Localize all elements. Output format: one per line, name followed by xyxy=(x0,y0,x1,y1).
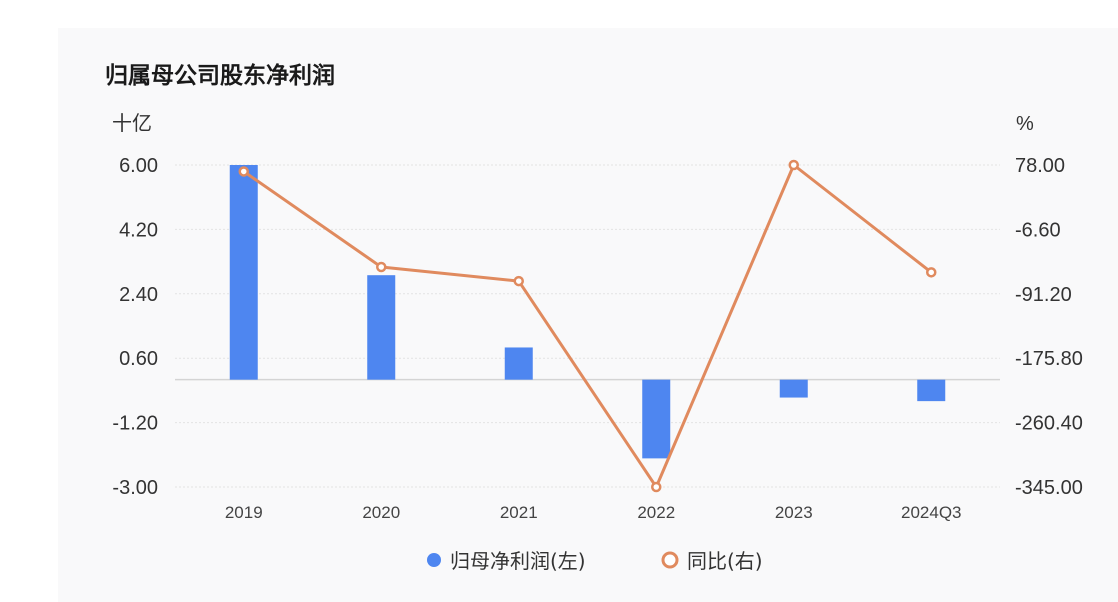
yoy-point-2019 xyxy=(238,166,249,177)
x-tick-label: 2020 xyxy=(362,503,400,522)
left-tick-label: 0.60 xyxy=(119,348,158,370)
legend-bar-label: 归母净利润(左) xyxy=(450,549,586,573)
right-tick-label: -91.20 xyxy=(1015,284,1072,306)
yoy-point-2021 xyxy=(513,275,524,287)
left-tick-label: -1.20 xyxy=(112,413,158,435)
bar-2019 xyxy=(229,165,258,380)
left-axis-unit: 十亿 xyxy=(112,112,152,135)
x-tick-label: 2021 xyxy=(500,503,538,522)
x-tick-label: 2024Q3 xyxy=(901,503,962,522)
legend-bar-marker xyxy=(427,553,441,567)
left-tick-label: 2.40 xyxy=(119,284,158,306)
legend-line-marker xyxy=(661,551,679,569)
right-axis-unit: % xyxy=(1016,113,1034,135)
x-tick-label: 2019 xyxy=(225,503,263,522)
yoy-line xyxy=(242,163,933,489)
yoy-point-2022 xyxy=(651,481,662,493)
x-tick-label: 2023 xyxy=(775,503,813,522)
right-tick-label: -175.80 xyxy=(1015,348,1083,370)
chart-title: 归属母公司股东净利润 xyxy=(105,63,335,89)
bar-2020 xyxy=(367,275,396,380)
yoy-point-2023 xyxy=(788,159,799,171)
yoy-point-2024Q3 xyxy=(926,267,937,278)
legend-line-label: 同比(右) xyxy=(687,549,763,573)
right-tick-label: -345.00 xyxy=(1015,477,1083,499)
left-tick-label: 6.00 xyxy=(119,155,158,177)
right-tick-label: -260.40 xyxy=(1015,413,1083,435)
left-tick-label: -3.00 xyxy=(112,477,158,499)
left-tick-label: 4.20 xyxy=(119,219,158,241)
bar-2022 xyxy=(642,379,671,459)
yoy-point-2020 xyxy=(376,261,387,273)
bar-2024Q3 xyxy=(917,379,946,402)
x-tick-label: 2022 xyxy=(637,503,675,522)
right-tick-label: 78.00 xyxy=(1015,155,1065,177)
right-tick-label: -6.60 xyxy=(1015,219,1061,241)
bar-2023 xyxy=(779,379,808,398)
bar-2021 xyxy=(504,347,533,380)
